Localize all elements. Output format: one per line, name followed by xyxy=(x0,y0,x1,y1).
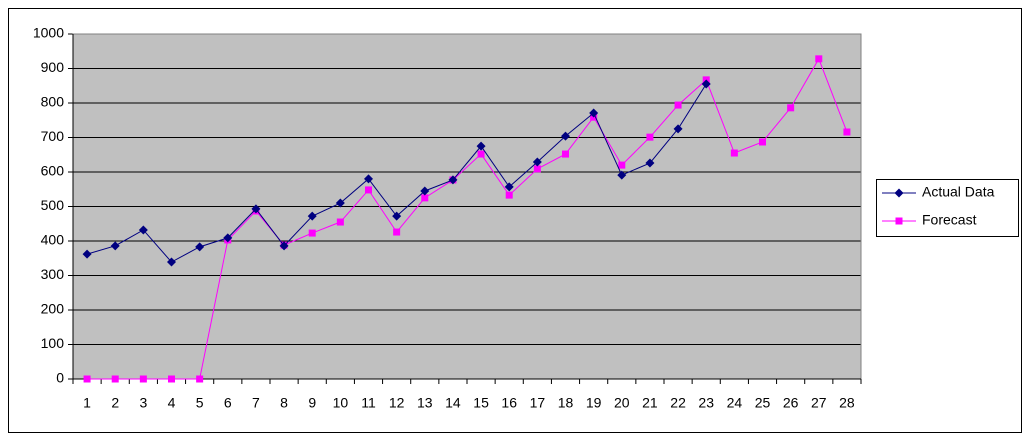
marker xyxy=(759,138,766,146)
x-tick-label: 15 xyxy=(473,395,489,411)
x-tick-label: 13 xyxy=(417,395,433,411)
y-tick-label: 100 xyxy=(41,335,65,351)
marker xyxy=(618,161,626,169)
y-tick-label: 400 xyxy=(41,232,65,248)
marker xyxy=(504,182,514,192)
x-tick-label: 7 xyxy=(252,395,260,411)
marker xyxy=(894,188,904,198)
x-tick-label: 22 xyxy=(670,395,686,411)
marker xyxy=(336,218,344,226)
x-tick-label: 17 xyxy=(530,395,546,411)
marker xyxy=(562,150,569,158)
marker xyxy=(223,233,233,243)
x-tick-label: 3 xyxy=(139,395,147,411)
x-tick-label: 23 xyxy=(698,395,714,411)
y-tick-label: 700 xyxy=(41,128,65,144)
x-tick-label: 6 xyxy=(224,395,232,411)
marker xyxy=(251,204,261,214)
marker xyxy=(589,108,599,118)
marker xyxy=(196,375,204,383)
legend-label: Forecast xyxy=(922,212,977,228)
x-tick-label: 10 xyxy=(333,395,349,411)
marker xyxy=(815,55,823,63)
x-tick-label: 5 xyxy=(196,395,204,411)
marker xyxy=(701,79,711,89)
y-tick-label: 1000 xyxy=(33,25,64,41)
marker xyxy=(843,128,851,136)
series-line xyxy=(87,57,848,380)
x-tick-label: 24 xyxy=(727,395,743,411)
marker xyxy=(532,157,542,167)
x-tick-label: 2 xyxy=(111,395,119,411)
y-tick-label: 900 xyxy=(41,59,65,75)
legend-box xyxy=(876,179,1019,237)
x-tick-label: 14 xyxy=(445,395,461,411)
y-tick-label: 800 xyxy=(41,94,65,110)
marker xyxy=(364,174,373,184)
marker xyxy=(167,257,176,267)
y-tick-label: 300 xyxy=(41,266,65,282)
marker xyxy=(617,170,627,180)
marker xyxy=(335,198,345,208)
x-tick-label: 27 xyxy=(811,395,827,411)
marker xyxy=(787,104,795,112)
x-tick-label: 16 xyxy=(501,395,517,411)
y-tick-label: 500 xyxy=(41,197,65,213)
x-tick-label: 18 xyxy=(558,395,574,411)
x-tick-label: 8 xyxy=(280,395,288,411)
x-tick-label: 4 xyxy=(168,395,176,411)
marker xyxy=(393,228,401,236)
legend-label: Actual Data xyxy=(922,184,995,200)
marker xyxy=(110,241,120,251)
x-tick-label: 25 xyxy=(755,395,771,411)
marker xyxy=(138,225,148,235)
marker xyxy=(279,241,289,251)
marker xyxy=(307,211,317,221)
x-tick-label: 26 xyxy=(783,395,799,411)
x-tick-label: 21 xyxy=(642,395,658,411)
marker xyxy=(533,165,541,173)
marker xyxy=(139,375,147,383)
x-tick-label: 28 xyxy=(839,395,855,411)
marker xyxy=(421,194,429,202)
marker xyxy=(448,175,458,185)
marker xyxy=(674,101,682,109)
marker xyxy=(392,211,402,221)
marker xyxy=(895,217,903,225)
marker xyxy=(730,149,738,157)
x-tick-label: 19 xyxy=(586,395,602,411)
y-tick-label: 600 xyxy=(41,163,65,179)
marker xyxy=(82,249,92,259)
marker xyxy=(168,375,175,383)
marker xyxy=(673,124,683,134)
marker xyxy=(645,158,655,168)
marker xyxy=(477,150,485,158)
marker xyxy=(83,375,91,383)
x-tick-label: 11 xyxy=(361,395,376,411)
marker xyxy=(646,133,654,141)
x-tick-label: 9 xyxy=(308,395,316,411)
marker xyxy=(111,375,119,383)
marker xyxy=(505,191,513,199)
x-tick-label: 12 xyxy=(389,395,405,411)
marker xyxy=(561,131,570,141)
y-tick-label: 200 xyxy=(41,301,65,317)
x-tick-label: 20 xyxy=(614,395,630,411)
marker xyxy=(195,242,205,252)
marker xyxy=(420,186,430,196)
marker xyxy=(308,229,316,237)
marker xyxy=(476,141,486,151)
x-tick-label: 1 xyxy=(83,395,91,411)
marker xyxy=(365,186,372,194)
y-tick-label: 0 xyxy=(56,370,64,386)
